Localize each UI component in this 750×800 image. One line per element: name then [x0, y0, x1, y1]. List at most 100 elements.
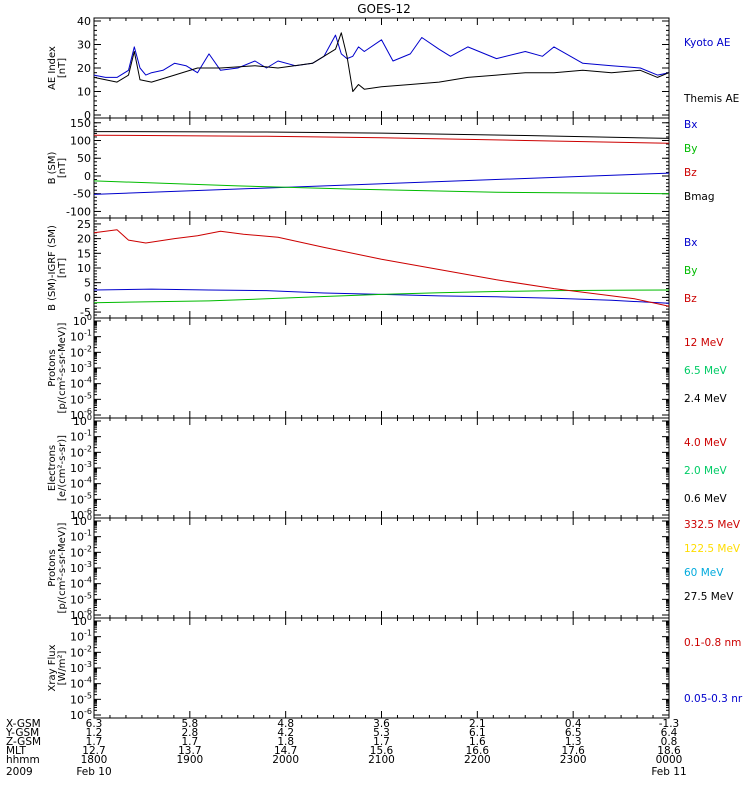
- y-tick-label: -5: [80, 306, 91, 319]
- ephemeris-cell: 4.2: [277, 727, 294, 739]
- y-tick-exponent: -1: [84, 529, 92, 538]
- series-legend-label: By: [684, 265, 697, 277]
- y-tick-exponent: -2: [84, 544, 92, 553]
- y-tick-exponent: -2: [84, 644, 92, 653]
- y-axis-label-line: B (SM): [47, 151, 58, 184]
- series-line: [93, 34, 670, 78]
- ephemeris-cell: 1900: [176, 754, 203, 766]
- series-line: [93, 229, 670, 307]
- ephemeris-cell: 6.5: [565, 727, 582, 739]
- y-axis-label-line: [e/(cm²-s-sr)]: [57, 435, 68, 501]
- y-tick-exponent: -6: [84, 707, 92, 716]
- ephemeris-cell: 3.6: [373, 718, 390, 730]
- series-legend-label: 0.6 MeV: [684, 493, 728, 505]
- series-legend-label: 4.0 MeV: [684, 437, 728, 449]
- ephemeris-cell: 17.6: [561, 745, 585, 757]
- y-tick-exponent: -5: [84, 591, 92, 600]
- y-axis-label-line: Electrons: [47, 445, 58, 491]
- ephemeris-cell: 13.7: [178, 745, 201, 757]
- y-tick-exponent: -5: [84, 491, 92, 500]
- y-tick-exponent: -5: [84, 391, 92, 400]
- ephemeris-cell: 6.1: [469, 727, 486, 739]
- y-axis-label-line: Protons: [47, 349, 58, 386]
- y-tick-label: 30: [77, 39, 91, 52]
- ephemeris-cell: 1.6: [469, 736, 486, 748]
- y-tick-exponent: -1: [84, 329, 92, 338]
- ephemeris-cell: 0000: [656, 754, 683, 766]
- ephemeris-cell: 2100: [368, 754, 395, 766]
- y-tick-label: -50: [73, 188, 91, 201]
- ephemeris-cell: 1.8: [277, 736, 294, 748]
- y-tick-exponent: 0: [87, 613, 92, 622]
- series-line: [93, 180, 670, 195]
- ephemeris-cell: 18.6: [657, 745, 681, 757]
- y-axis-label-line: AE Index: [47, 46, 58, 90]
- y-tick-exponent: 0: [87, 413, 92, 422]
- series-legend-label: Bx: [684, 237, 697, 249]
- series-line: [93, 134, 670, 144]
- ephemeris-date-end: Feb 11: [651, 766, 686, 778]
- series-legend-label: 0.05-0.3 nr: [684, 693, 743, 705]
- y-axis-label-line: [p/(cm²-s-sr-MeV)]: [57, 322, 68, 413]
- y-tick-exponent: -6: [84, 407, 92, 416]
- ephemeris-cell: 16.6: [466, 745, 490, 757]
- y-tick-exponent: -1: [84, 629, 92, 638]
- y-tick-label: 0: [84, 170, 91, 183]
- series-legend-label: 332.5 MeV: [684, 519, 741, 531]
- y-axis-label: Xray Flux[W/m²]: [47, 644, 68, 691]
- y-axis-label: B (SM)[nT]: [47, 151, 68, 184]
- series-legend-label: Bz: [684, 293, 697, 305]
- ephemeris-cell: 6.3: [86, 718, 103, 730]
- y-tick-exponent: -4: [84, 476, 92, 485]
- ephemeris-cell: 2300: [560, 754, 587, 766]
- ephemeris-table: X-GSM 6.3 5.8 4.8 3.6 2.1 0.4 -1.3 Y-GSM 1.2 2.8 4.…: [5, 718, 687, 778]
- ephemeris-cell: 2.8: [181, 727, 198, 739]
- series-legend-label: By: [684, 143, 697, 155]
- ephemeris-cell: 1800: [81, 754, 108, 766]
- y-tick-label: 25: [77, 218, 91, 231]
- y-axis-label: Electrons[e/(cm²-s-sr)]: [47, 435, 68, 501]
- y-tick-exponent: -3: [84, 360, 92, 369]
- ephemeris-cell: 2200: [464, 754, 491, 766]
- y-tick-label: 50: [77, 152, 91, 165]
- y-axis-label: Protons[p/(cm²-s-sr-MeV)]: [47, 322, 68, 413]
- ephemeris-cell: 5.3: [373, 727, 390, 739]
- ephemeris-cell: 2000: [272, 754, 299, 766]
- y-axis-label-line: [nT]: [57, 58, 68, 78]
- ephemeris-cell: 12.7: [82, 745, 105, 757]
- y-axis-label-line: [nT]: [57, 258, 68, 278]
- series-legend-label: 0.1-0.8 nm: [684, 637, 741, 649]
- ephemeris-row-label: Y-GSM: [5, 727, 39, 739]
- y-tick-exponent: 0: [87, 513, 92, 522]
- plot-title: GOES-12: [357, 2, 411, 16]
- y-tick-exponent: -3: [84, 660, 92, 669]
- series-legend-label: 60 MeV: [684, 567, 724, 579]
- ephemeris-date-start: Feb 10: [76, 766, 111, 778]
- ephemeris-year: 2009: [6, 766, 33, 778]
- series-legend-label: 122.5 MeV: [684, 543, 741, 555]
- ephemeris-cell: 4.8: [277, 718, 294, 730]
- y-tick-exponent: -4: [84, 576, 92, 585]
- series-line: [93, 32, 670, 92]
- y-axis-label-line: [nT]: [57, 158, 68, 178]
- series-legend-label: Bx: [684, 119, 697, 131]
- panel-1: AE Index[nT] 0 10 20 30 40 Kyoto AE Themis AE: [47, 15, 739, 122]
- y-tick-exponent: -2: [84, 444, 92, 453]
- y-tick-exponent: 0: [87, 313, 92, 322]
- y-axis-label: Protons[p/(cm²-s-sr-MeV)]: [47, 522, 68, 613]
- ephemeris-cell: 6.4: [661, 727, 678, 739]
- ephemeris-row-label: hhmm: [6, 754, 40, 766]
- series-legend-label: 2.4 MeV: [684, 393, 728, 405]
- y-tick-exponent: -2: [84, 344, 92, 353]
- y-tick-label: 40: [77, 15, 91, 28]
- ephemeris-cell: 1.7: [373, 736, 390, 748]
- y-axis-label: AE Index[nT]: [47, 46, 68, 90]
- y-tick-exponent: -6: [84, 607, 92, 616]
- y-axis-label: B (SM)-IGRF (SM)[nT]: [47, 225, 68, 311]
- y-tick-exponent: -5: [84, 691, 92, 700]
- y-tick-label: 20: [77, 233, 91, 246]
- ephemeris-cell: 1.7: [181, 736, 198, 748]
- ephemeris-cell: 5.8: [181, 718, 198, 730]
- y-tick-label: 20: [77, 62, 91, 75]
